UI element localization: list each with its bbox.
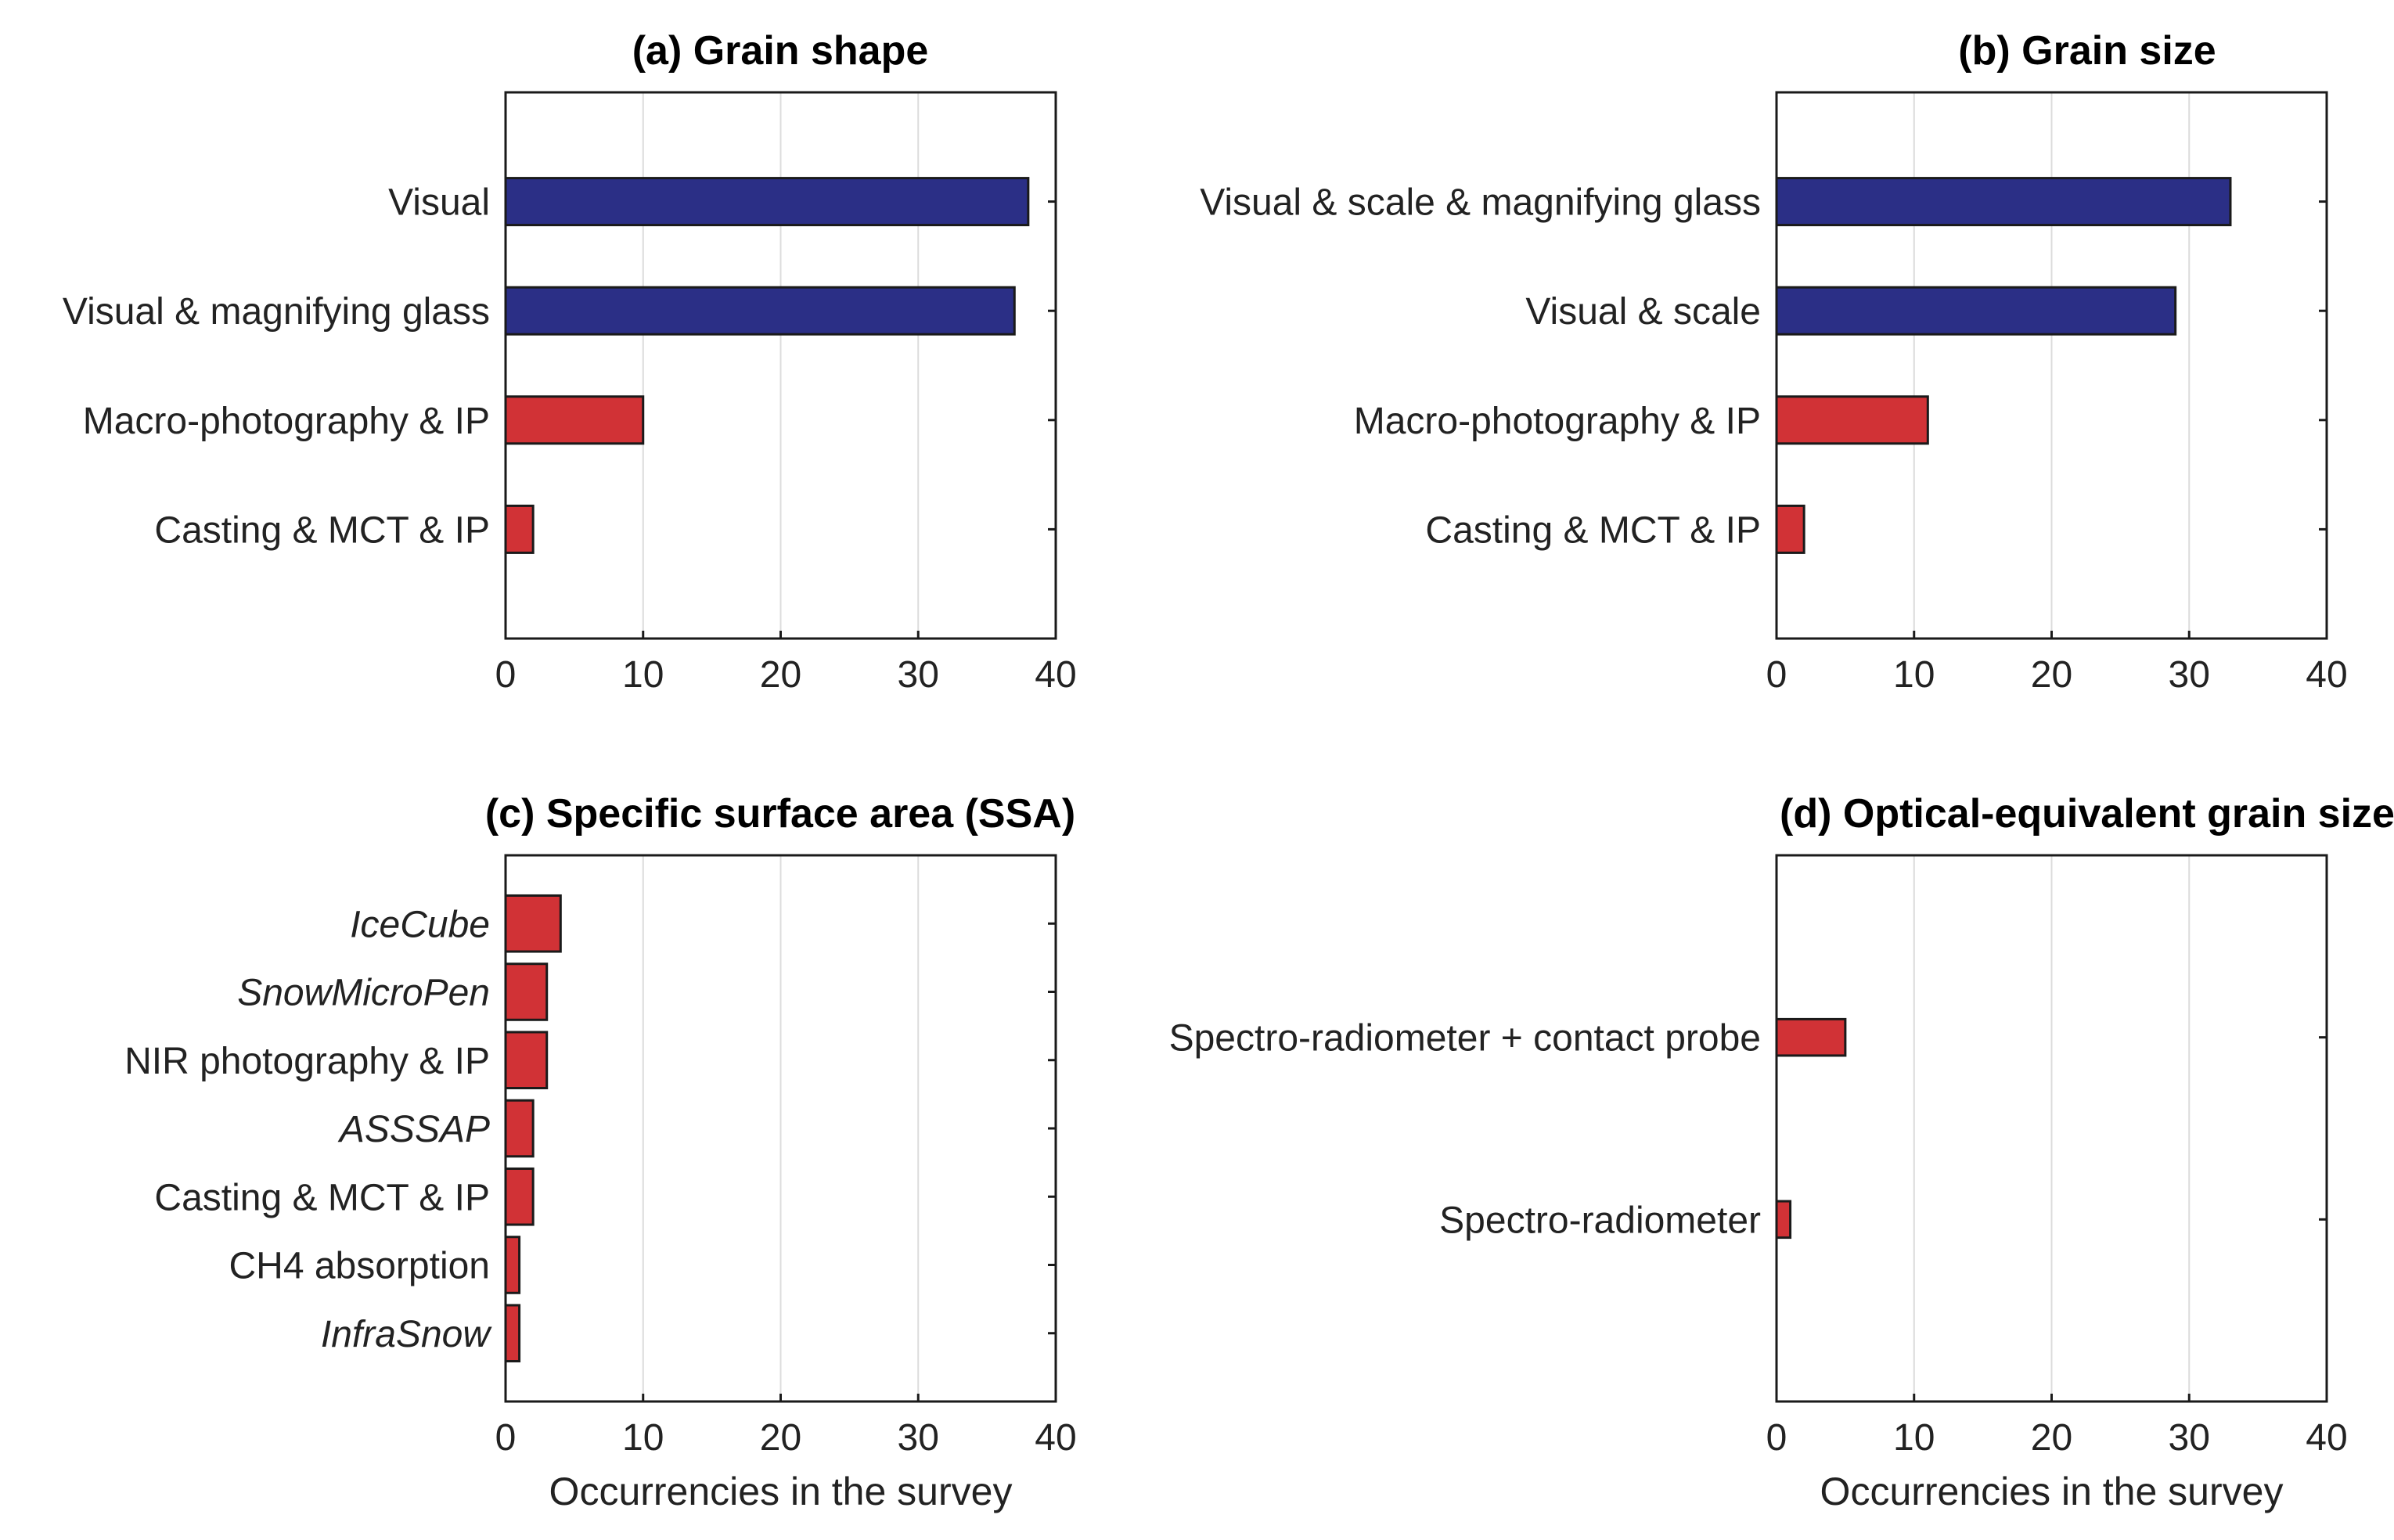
x-tick-label: 40 (1035, 1417, 1076, 1459)
category-label: CH4 absorption (229, 1246, 490, 1287)
x-tick-label: 40 (2306, 654, 2347, 696)
category-label: Casting & MCT & IP (154, 509, 490, 551)
x-tick-label: 0 (495, 1417, 517, 1459)
category-label: Visual & magnifying glass (63, 291, 490, 333)
bar (1775, 1017, 1847, 1057)
category-label: Spectro-radiometer (1439, 1200, 1761, 1241)
category-label: SnowMicroPen (237, 973, 490, 1014)
category-label: Spectro-radiometer + contact probe (1169, 1018, 1761, 1060)
category-label: Casting & MCT & IP (154, 1177, 490, 1218)
bar (504, 1304, 521, 1363)
panel-title: (d) Optical-equivalent grain size (1780, 791, 2394, 837)
x-axis-label: Occurrencies in the survey (1820, 1470, 2284, 1513)
x-tick-label: 30 (898, 1417, 939, 1459)
panel-a: (a) Grain shape Visual Visual & magnifying… (63, 28, 1077, 696)
x-tick-label: 0 (495, 654, 517, 696)
panel-title: (a) Grain shape (632, 28, 929, 74)
bar (1775, 395, 1929, 445)
category-label: InfraSnow (321, 1314, 492, 1355)
bar (1775, 177, 2232, 227)
category-label: NIR photography & IP (124, 1041, 490, 1082)
panel-title: (c) Specific surface area (SSA) (485, 791, 1075, 837)
category-label: IceCube (350, 904, 490, 945)
x-tick-label: 10 (1893, 1417, 1935, 1459)
bar (504, 177, 1030, 227)
x-tick-label: 40 (1035, 654, 1076, 696)
category-label: Visual & scale & magnifying glass (1200, 182, 1761, 224)
bar (1775, 1200, 1792, 1240)
category-label: Visual & scale (1525, 291, 1761, 333)
x-tick-label: 10 (1893, 654, 1935, 696)
bar (1775, 504, 1805, 554)
x-tick-label: 10 (622, 654, 664, 696)
x-tick-label: 20 (2031, 654, 2072, 696)
bar (1775, 286, 2177, 336)
x-tick-label: 40 (2306, 1417, 2347, 1459)
bar (504, 1031, 549, 1090)
category-label: Macro-photography & IP (1354, 401, 1761, 442)
x-tick-label: 20 (760, 654, 801, 696)
x-axis-label: Occurrencies in the survey (549, 1470, 1013, 1513)
x-tick-label: 0 (1766, 654, 1787, 696)
category-label: Visual (388, 182, 490, 224)
bar (504, 894, 562, 953)
bar (504, 395, 645, 445)
category-label: Macro-photography & IP (83, 401, 490, 442)
bar (504, 1099, 535, 1158)
x-tick-label: 30 (2169, 654, 2210, 696)
bar (504, 962, 549, 1021)
panel-c: (c) Specific surface area (SSA) IceCube Sn… (124, 791, 1077, 1513)
bar (504, 1167, 535, 1226)
panel-b: (b) Grain size Visual & scale & magnifyin… (1200, 28, 2348, 696)
x-tick-label: 30 (2169, 1417, 2210, 1459)
x-tick-label: 30 (898, 654, 939, 696)
bar (504, 504, 535, 554)
x-tick-label: 10 (622, 1417, 664, 1459)
category-label: ASSSAP (337, 1109, 490, 1150)
panel-d: (d) Optical-equivalent grain size Spectro… (1169, 791, 2394, 1513)
bar (504, 286, 1016, 336)
panel-title: (b) Grain size (1958, 28, 2216, 74)
x-tick-label: 20 (760, 1417, 801, 1459)
category-label: Casting & MCT & IP (1425, 509, 1761, 551)
x-tick-label: 0 (1766, 1417, 1787, 1459)
x-tick-label: 20 (2031, 1417, 2072, 1459)
bar (504, 1236, 521, 1294)
